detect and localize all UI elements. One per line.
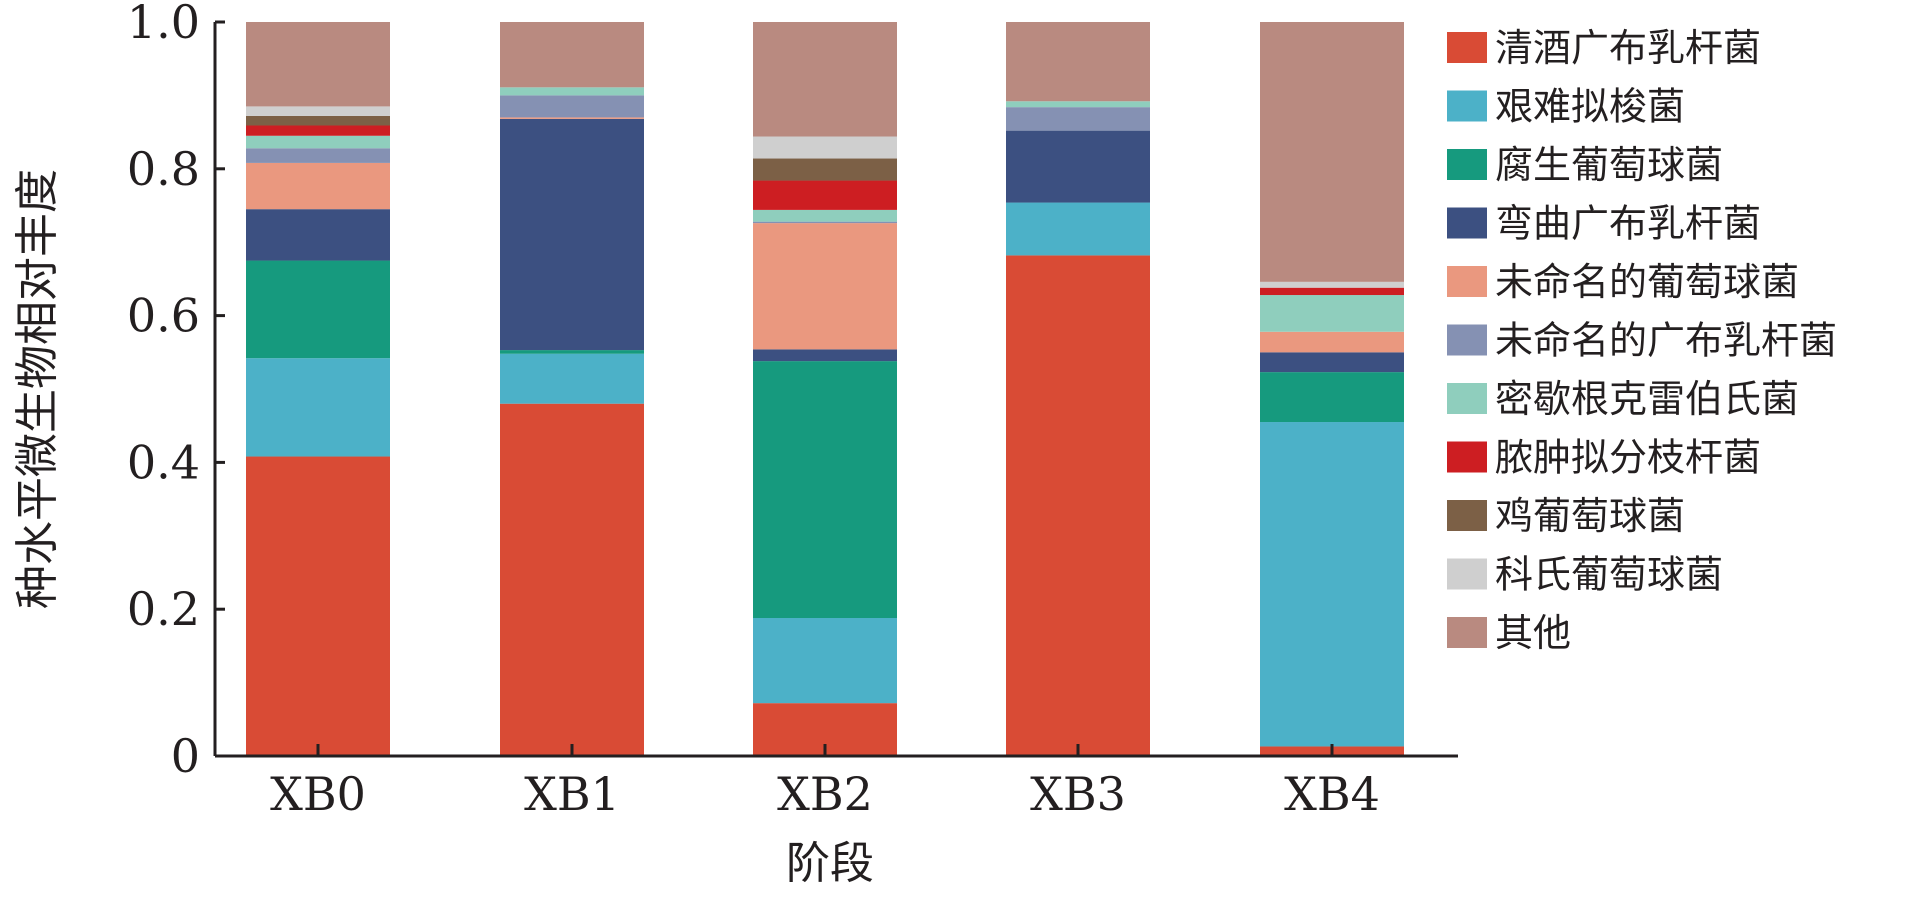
bar-segment-xb1-1 bbox=[500, 353, 644, 404]
bar-segment-xb2-5 bbox=[753, 221, 897, 224]
x-tick-label-xb2: XB2 bbox=[777, 767, 873, 821]
y-tick-label: 0.2 bbox=[127, 582, 200, 636]
y-tick-label: 0 bbox=[171, 729, 200, 783]
bar-segment-xb2-10 bbox=[753, 22, 897, 137]
legend-label-1: 艰难拟梭菌 bbox=[1495, 85, 1685, 129]
bar-segment-xb1-10 bbox=[500, 22, 644, 88]
bar-segment-xb3-5 bbox=[1006, 107, 1150, 131]
bar-segment-xb4-6 bbox=[1260, 295, 1404, 332]
bar-segment-xb1-3 bbox=[500, 118, 644, 351]
x-axis-title: 阶段 bbox=[786, 838, 874, 889]
legend-label-3: 弯曲广布乳杆菌 bbox=[1495, 202, 1761, 246]
legend-swatch-2 bbox=[1447, 149, 1487, 180]
legend-swatch-1 bbox=[1447, 90, 1487, 122]
bar-segment-xb2-9 bbox=[753, 136, 897, 159]
legend-swatch-7 bbox=[1447, 441, 1487, 473]
bar-segment-xb2-8 bbox=[753, 158, 897, 181]
bars-group bbox=[246, 22, 1404, 757]
bar-segment-xb2-3 bbox=[753, 349, 897, 362]
bar-segment-xb4-2 bbox=[1260, 372, 1404, 423]
legend-label-0: 清酒广布乳杆菌 bbox=[1495, 26, 1761, 70]
bar-segment-xb3-0 bbox=[1006, 255, 1150, 757]
bar-segment-xb0-4 bbox=[246, 162, 390, 210]
y-tick-label: 0.6 bbox=[127, 289, 200, 343]
bar-segment-xb0-7 bbox=[246, 125, 390, 136]
legend-label-2: 腐生葡萄球菌 bbox=[1495, 143, 1723, 187]
bar-segment-xb4-9 bbox=[1260, 281, 1404, 288]
legend-swatch-0 bbox=[1447, 32, 1487, 63]
bar-segment-xb0-0 bbox=[246, 456, 390, 756]
bar-segment-xb0-1 bbox=[246, 358, 390, 457]
legend-swatch-5 bbox=[1447, 324, 1487, 356]
bar-segment-xb0-3 bbox=[246, 209, 390, 261]
bar-segment-xb4-1 bbox=[1260, 422, 1404, 747]
x-ticks-group: XB0 XB1 XB2 XB3 XB4 bbox=[270, 744, 1380, 821]
bar-segment-xb1-2 bbox=[500, 350, 644, 354]
bar-segment-xb4-10 bbox=[1260, 22, 1404, 282]
bar-segment-xb2-4 bbox=[753, 223, 897, 350]
legend-swatch-4 bbox=[1447, 266, 1487, 297]
legend-label-9: 科氏葡萄球菌 bbox=[1495, 553, 1723, 597]
y-axis-title: 种水平微生物相对丰度 bbox=[12, 169, 63, 609]
y-tick-label: 0.8 bbox=[127, 142, 200, 196]
legend-swatch-10 bbox=[1447, 617, 1487, 648]
bar-segment-xb0-10 bbox=[246, 22, 390, 107]
bar-segment-xb0-5 bbox=[246, 148, 390, 163]
bar-segment-xb2-6 bbox=[753, 209, 897, 222]
bar-segment-xb0-6 bbox=[246, 135, 390, 149]
bar-segment-xb1-5 bbox=[500, 95, 644, 118]
bar-segment-xb0-9 bbox=[246, 106, 390, 116]
legend-swatch-8 bbox=[1447, 500, 1487, 531]
bar-segment-xb3-1 bbox=[1006, 202, 1150, 256]
legend-swatch-3 bbox=[1447, 207, 1487, 239]
y-tick-label: 0.4 bbox=[127, 435, 200, 489]
legend-label-6: 密歇根克雷伯氏菌 bbox=[1495, 377, 1799, 421]
bar-segment-xb1-6 bbox=[500, 87, 644, 96]
axes-group bbox=[213, 22, 1458, 758]
legend-label-5: 未命名的广布乳杆菌 bbox=[1495, 319, 1837, 363]
legend-swatch-6 bbox=[1447, 383, 1487, 414]
x-tick-label-xb3: XB3 bbox=[1030, 767, 1126, 821]
bar-segment-xb3-6 bbox=[1006, 101, 1150, 108]
bar-segment-xb2-1 bbox=[753, 618, 897, 704]
bar-segment-xb0-8 bbox=[246, 115, 390, 126]
bar-segment-xb4-3 bbox=[1260, 352, 1404, 373]
bar-segment-xb2-2 bbox=[753, 361, 897, 619]
legend-swatch-9 bbox=[1447, 558, 1487, 590]
bar-segment-xb4-4 bbox=[1260, 331, 1404, 353]
y-tick-label: 1.0 bbox=[127, 0, 200, 49]
bar-segment-xb3-10 bbox=[1006, 22, 1150, 102]
x-tick-label-xb1: XB1 bbox=[524, 767, 620, 821]
bar-segment-xb2-7 bbox=[753, 180, 897, 210]
bar-segment-xb1-4 bbox=[500, 117, 644, 119]
legend: 清酒广布乳杆菌艰难拟梭菌腐生葡萄球菌弯曲广布乳杆菌未命名的葡萄球菌未命名的广布乳… bbox=[1447, 26, 1837, 655]
bar-segment-xb4-7 bbox=[1260, 287, 1404, 296]
legend-label-7: 脓肿拟分枝杆菌 bbox=[1495, 436, 1761, 480]
bar-segment-xb3-3 bbox=[1006, 130, 1150, 203]
x-tick-label-xb4: XB4 bbox=[1284, 767, 1380, 821]
bar-segment-xb0-2 bbox=[246, 260, 390, 359]
legend-label-8: 鸡葡萄球菌 bbox=[1495, 494, 1685, 538]
x-tick-label-xb0: XB0 bbox=[270, 767, 366, 821]
y-ticks-group: 0 0.2 0.4 0.6 0.8 1.0 bbox=[127, 0, 225, 783]
legend-label-4: 未命名的葡萄球菌 bbox=[1495, 260, 1799, 304]
bar-segment-xb1-0 bbox=[500, 403, 644, 756]
legend-label-10: 其他 bbox=[1495, 611, 1571, 655]
